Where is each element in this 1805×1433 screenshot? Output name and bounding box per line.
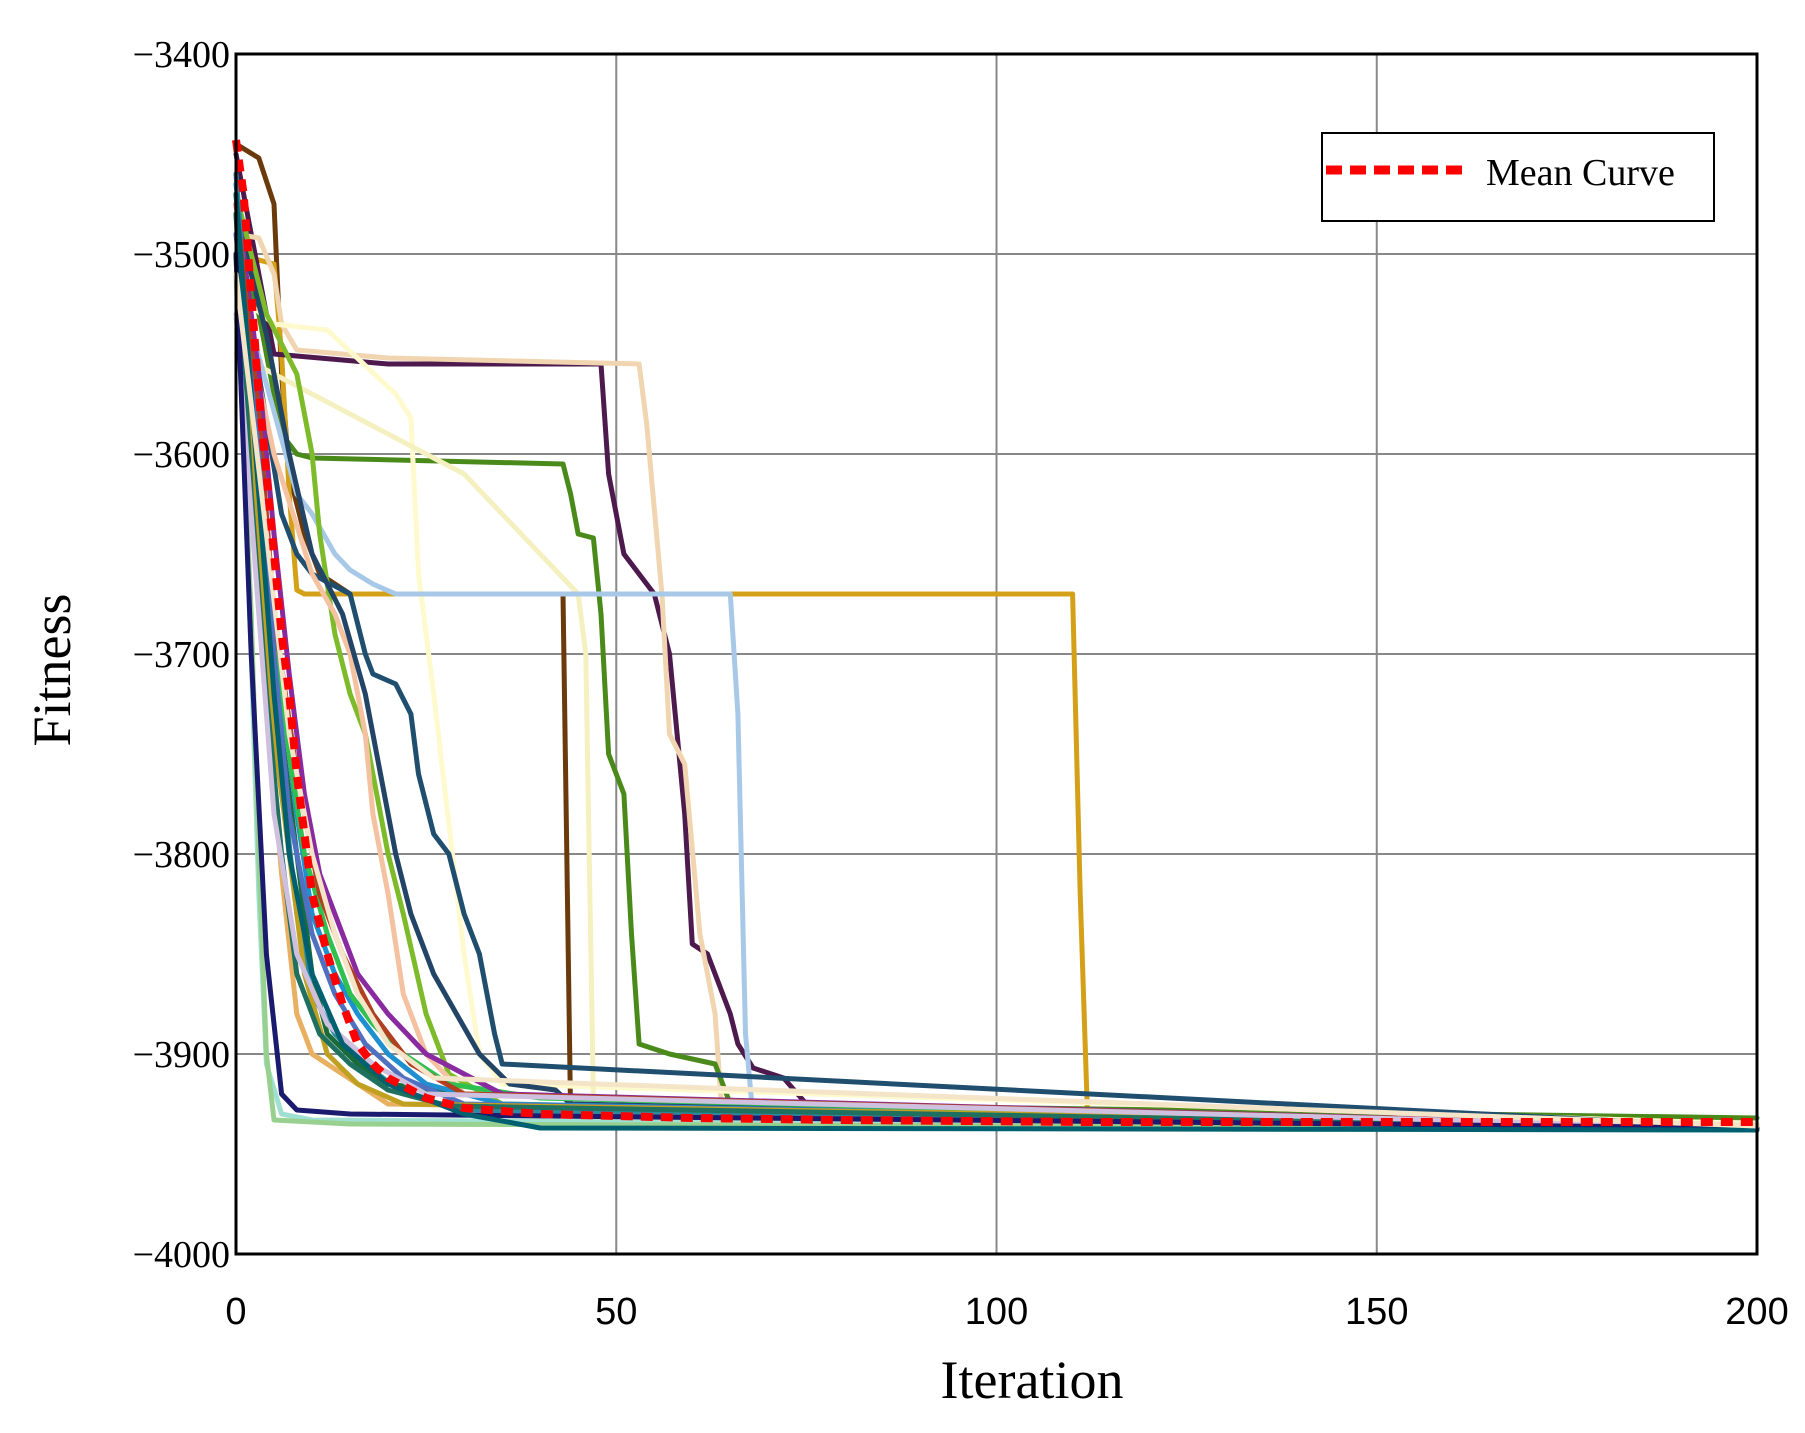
grid-lines bbox=[236, 54, 1757, 1254]
plot-frame bbox=[234, 52, 1759, 1256]
y-tick-label: −3700 bbox=[133, 634, 230, 676]
series-line-run-9 bbox=[233, 211, 1760, 1131]
x-tick-label: 100 bbox=[965, 1291, 1028, 1333]
x-axis-title: Iteration bbox=[941, 1350, 1124, 1410]
series-line-run-26 bbox=[233, 251, 1760, 1131]
x-tick-label: 50 bbox=[595, 1291, 637, 1333]
y-tick-label: −3400 bbox=[133, 34, 230, 76]
x-tick-label: 150 bbox=[1345, 1291, 1408, 1333]
series-line-run-8 bbox=[233, 271, 1760, 1129]
y-tick-label: −4000 bbox=[133, 1234, 230, 1276]
legend: Mean Curve bbox=[1321, 132, 1715, 222]
y-axis-title: Fitness bbox=[22, 593, 82, 746]
legend-box bbox=[1321, 132, 1715, 222]
series-line-run-12 bbox=[233, 271, 1760, 1131]
series-line-run-28 bbox=[233, 271, 1760, 1129]
mean-curve-layer bbox=[232, 139, 1757, 1126]
mean-curve-line bbox=[232, 139, 1757, 1126]
series-line-run-5 bbox=[233, 251, 1760, 1121]
series-line-run-27 bbox=[233, 191, 1760, 1133]
series-line-run-4 bbox=[233, 231, 1760, 1129]
x-tick-label: 0 bbox=[225, 1291, 246, 1333]
y-tick-label: −3900 bbox=[133, 1034, 230, 1076]
series-line-run-1 bbox=[233, 141, 1760, 1129]
y-tick-label: −3500 bbox=[133, 234, 230, 276]
legend-mean-curve-label: Mean Curve bbox=[1486, 152, 1675, 194]
y-tick-labels: −4000 −3900 −3800 −3700 −3600 −3500 −3400 bbox=[133, 34, 230, 1276]
series-line-run-13 bbox=[233, 211, 1760, 1129]
y-tick-label: −3800 bbox=[133, 834, 230, 876]
y-tick-label: −3600 bbox=[133, 434, 230, 476]
x-tick-labels: 0 50 100 150 200 bbox=[225, 1291, 1788, 1333]
x-tick-label: 200 bbox=[1725, 1291, 1788, 1333]
